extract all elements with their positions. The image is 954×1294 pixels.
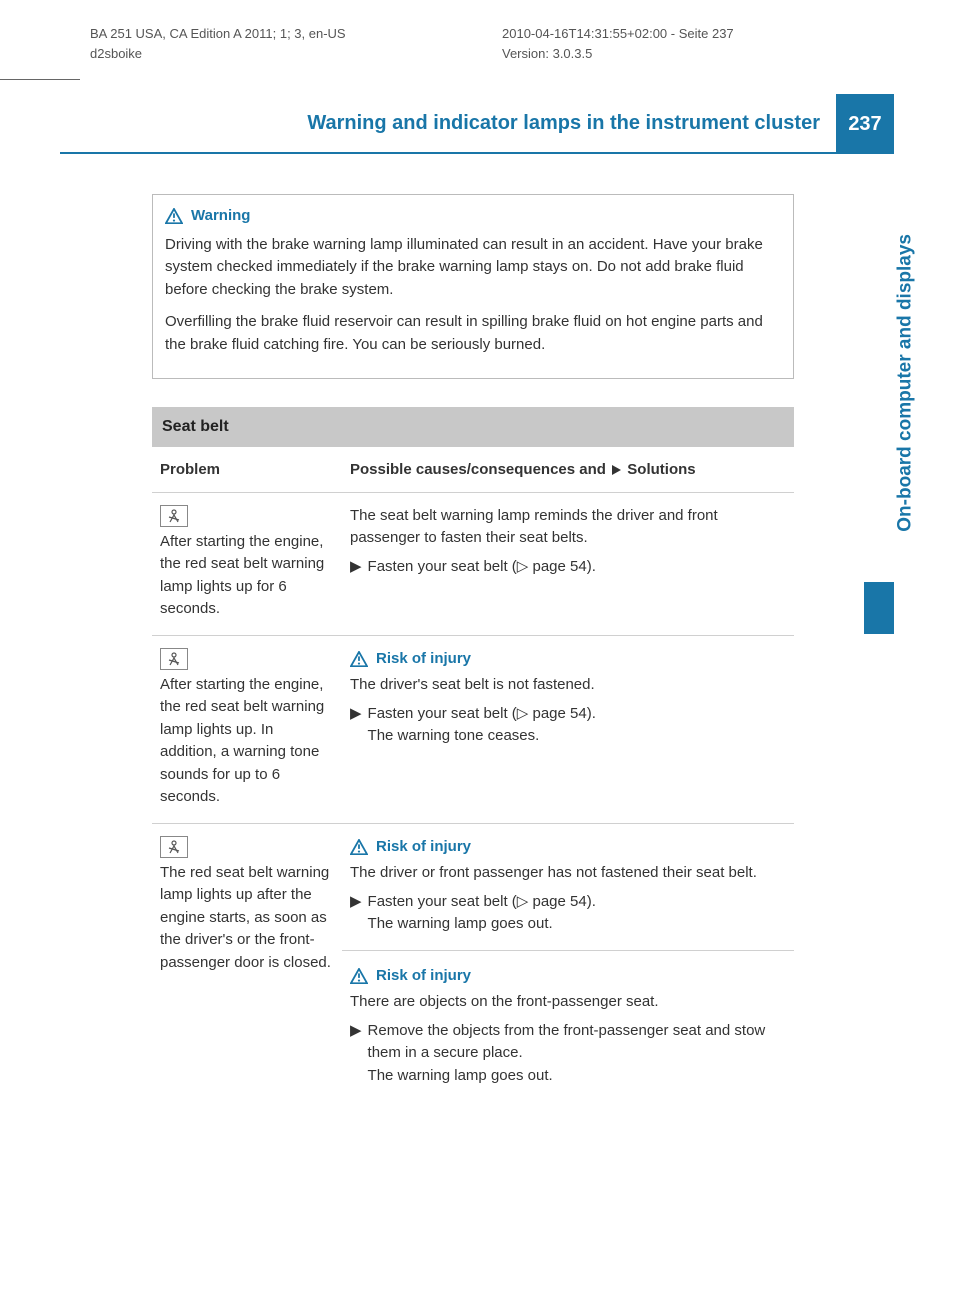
warning-callout: Warning Driving with the brake warning l… xyxy=(152,194,794,379)
action-arrow-icon: ▶ xyxy=(350,1020,362,1088)
content-area: Warning Driving with the brake warning l… xyxy=(60,154,894,1101)
solution-text: Fasten your seat belt (▷ page 54). xyxy=(368,891,596,914)
solution-line: ▶ Remove the objects from the front-pass… xyxy=(350,1020,786,1088)
warning-triangle-icon xyxy=(165,208,183,224)
table-row: After starting the engine, the red seat … xyxy=(152,635,794,823)
problem-cell: After starting the engine, the red seat … xyxy=(152,492,342,635)
solution-text: Remove the objects from the front-passen… xyxy=(368,1020,786,1065)
risk-heading: Risk of injury xyxy=(350,965,786,988)
problem-text: After starting the engine, the red seat … xyxy=(160,676,324,806)
side-tab: On-board computer and displays xyxy=(852,234,894,654)
section-heading: Seat belt xyxy=(152,407,794,447)
meta-line: Version: 3.0.3.5 xyxy=(502,44,914,64)
solution-line: ▶ Fasten your seat belt (▷ page 54). The… xyxy=(350,703,786,748)
risk-heading: Risk of injury xyxy=(350,836,786,859)
seatbelt-lamp-icon xyxy=(160,648,188,670)
cause-text: The seat belt warning lamp reminds the d… xyxy=(350,505,786,550)
crop-mark xyxy=(0,79,80,80)
cause-text: The driver or front passenger has not fa… xyxy=(350,862,786,885)
page-header: Warning and indicator lamps in the instr… xyxy=(60,94,894,154)
warning-paragraph: Overfilling the brake fluid reservoir ca… xyxy=(165,311,781,356)
risk-heading-text: Risk of injury xyxy=(376,965,471,988)
warning-triangle-icon xyxy=(350,651,368,667)
warning-body: Driving with the brake warning lamp illu… xyxy=(165,234,781,357)
col2-suffix: Solutions xyxy=(623,461,696,478)
warning-triangle-icon xyxy=(350,968,368,984)
meta-line: BA 251 USA, CA Edition A 2011; 1; 3, en-… xyxy=(90,24,502,44)
problem-cell: After starting the engine, the red seat … xyxy=(152,635,342,823)
side-tab-marker xyxy=(864,582,894,634)
solution-cell: Risk of injury The driver's seat belt is… xyxy=(342,635,794,823)
solution-text: Fasten your seat belt (▷ page 54). xyxy=(368,556,596,579)
table-row: After starting the engine, the red seat … xyxy=(152,492,794,635)
solution-sub: The warning lamp goes out. xyxy=(368,1065,786,1088)
seatbelt-lamp-icon xyxy=(160,505,188,527)
col2-prefix: Possible causes/consequences and xyxy=(350,461,610,478)
solution-line: ▶ Fasten your seat belt (▷ page 54). xyxy=(350,556,786,579)
problem-cell: The red seat belt warning lamp lights up… xyxy=(152,823,342,1101)
column-header-solutions: Possible causes/consequences and Solutio… xyxy=(342,447,794,492)
risk-heading-text: Risk of injury xyxy=(376,648,471,671)
seatbelt-lamp-icon xyxy=(160,836,188,858)
solution-text: Fasten your seat belt (▷ page 54). xyxy=(368,703,596,726)
action-arrow-icon: ▶ xyxy=(350,891,362,936)
meta-left: BA 251 USA, CA Edition A 2011; 1; 3, en-… xyxy=(90,24,502,63)
warning-paragraph: Driving with the brake warning lamp illu… xyxy=(165,234,781,302)
action-arrow-icon: ▶ xyxy=(350,703,362,748)
document-meta: BA 251 USA, CA Edition A 2011; 1; 3, en-… xyxy=(0,0,954,71)
page-title: Warning and indicator lamps in the instr… xyxy=(60,94,836,154)
column-header-problem: Problem xyxy=(152,447,342,492)
solution-sub: The warning tone ceases. xyxy=(368,725,596,748)
table-row: The red seat belt warning lamp lights up… xyxy=(152,823,794,1101)
warning-heading-text: Warning xyxy=(191,205,250,228)
solution-arrow-icon xyxy=(612,465,621,475)
cause-text: The driver's seat belt is not fastened. xyxy=(350,674,786,697)
cause-text: There are objects on the front-passenger… xyxy=(350,991,786,1014)
meta-line: d2sboike xyxy=(90,44,502,64)
solution-cell: Risk of injury The driver or front passe… xyxy=(342,823,794,1101)
solution-line: ▶ Fasten your seat belt (▷ page 54). The… xyxy=(350,891,786,936)
page-number: 237 xyxy=(836,94,894,154)
solution-cell: The seat belt warning lamp reminds the d… xyxy=(342,492,794,635)
action-arrow-icon: ▶ xyxy=(350,556,362,579)
solution-sub: The warning lamp goes out. xyxy=(368,913,596,936)
page-frame: Warning and indicator lamps in the instr… xyxy=(60,94,894,1101)
inner-divider xyxy=(342,950,794,951)
side-tab-label: On-board computer and displays xyxy=(892,234,921,532)
warning-triangle-icon xyxy=(350,839,368,855)
troubleshoot-table: Problem Possible causes/consequences and… xyxy=(152,447,794,1101)
problem-text: After starting the engine, the red seat … xyxy=(160,533,324,618)
risk-heading-text: Risk of injury xyxy=(376,836,471,859)
risk-heading: Risk of injury xyxy=(350,648,786,671)
meta-line: 2010-04-16T14:31:55+02:00 - Seite 237 xyxy=(502,24,914,44)
meta-right: 2010-04-16T14:31:55+02:00 - Seite 237 Ve… xyxy=(502,24,914,63)
problem-text: The red seat belt warning lamp lights up… xyxy=(160,864,331,971)
warning-heading: Warning xyxy=(165,205,781,228)
